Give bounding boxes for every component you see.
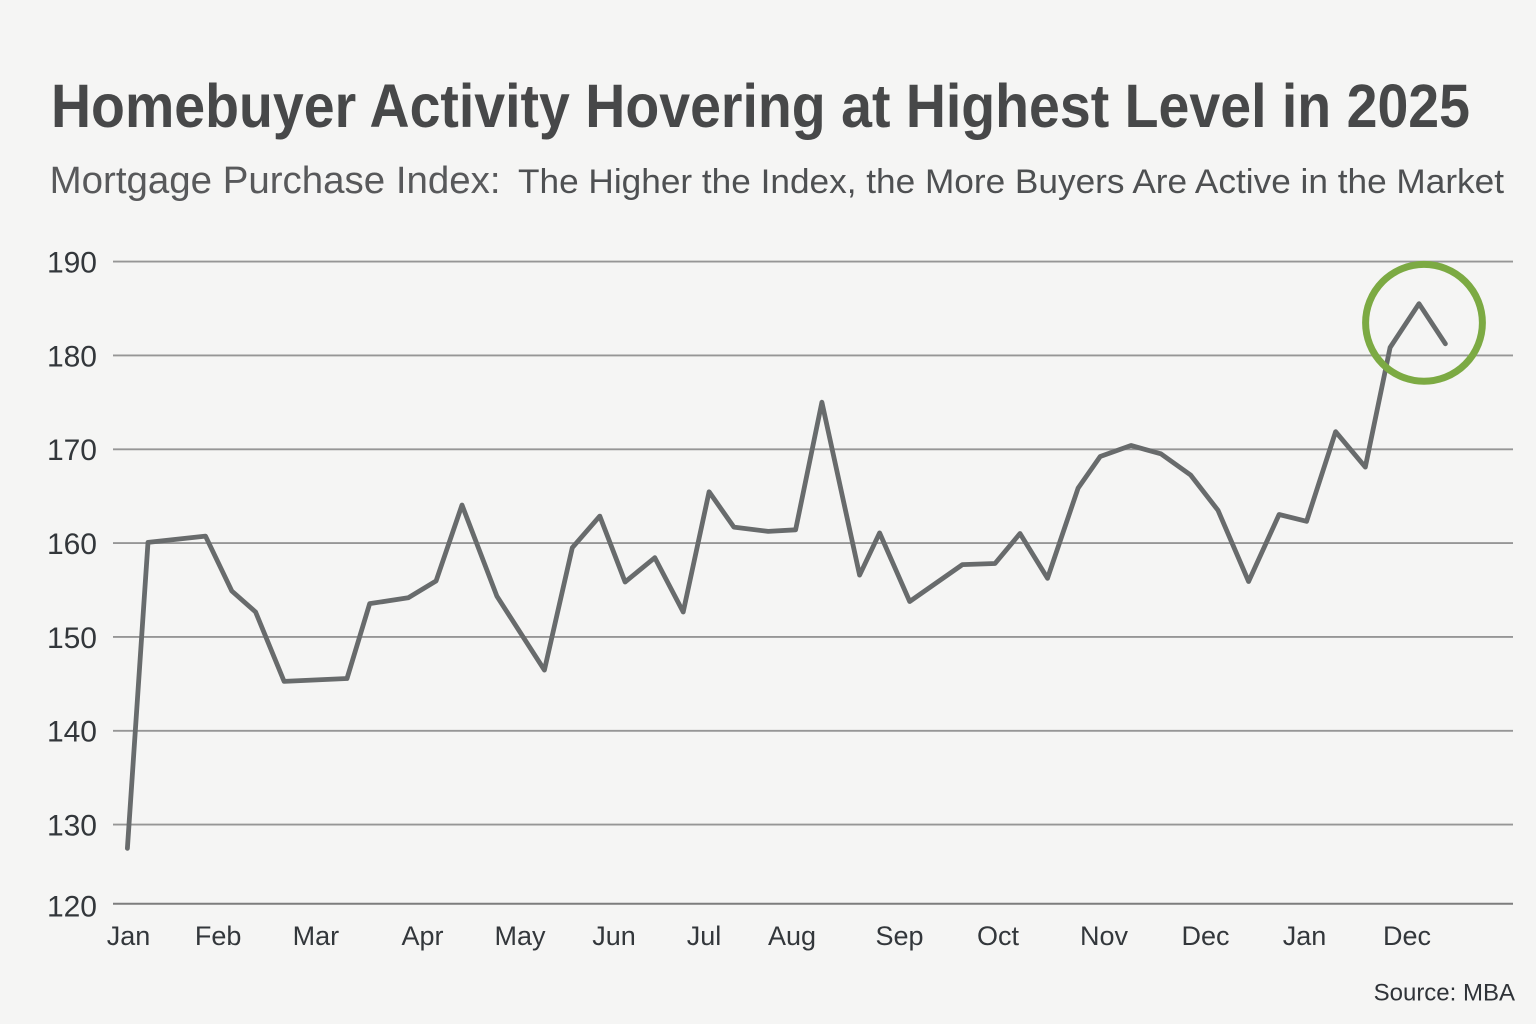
svg-text:150: 150 xyxy=(47,622,97,655)
svg-text:Mortgage Purchase Index:: Mortgage Purchase Index: xyxy=(50,160,501,202)
svg-text:120: 120 xyxy=(47,891,97,924)
svg-text:170: 170 xyxy=(47,434,97,467)
svg-text:Source: MBA: Source: MBA xyxy=(1374,980,1515,1007)
svg-text:May: May xyxy=(494,921,546,951)
svg-text:130: 130 xyxy=(47,810,97,843)
svg-text:Feb: Feb xyxy=(195,921,242,951)
svg-text:Nov: Nov xyxy=(1080,921,1129,951)
svg-text:160: 160 xyxy=(47,528,97,561)
svg-text:Aug: Aug xyxy=(768,921,816,951)
svg-text:Jan: Jan xyxy=(107,921,151,951)
svg-text:Sep: Sep xyxy=(875,921,923,951)
svg-text:Dec: Dec xyxy=(1181,921,1229,951)
svg-text:190: 190 xyxy=(47,247,97,280)
svg-text:Apr: Apr xyxy=(401,921,443,951)
svg-text:140: 140 xyxy=(47,716,97,749)
svg-text:The Higher the Index, the More: The Higher the Index, the More Buyers Ar… xyxy=(518,163,1505,201)
svg-text:Dec: Dec xyxy=(1383,921,1431,951)
svg-text:Jan: Jan xyxy=(1283,921,1327,951)
svg-text:Oct: Oct xyxy=(977,921,1020,951)
svg-text:Jul: Jul xyxy=(687,921,722,951)
svg-text:Mar: Mar xyxy=(293,921,340,951)
svg-text:180: 180 xyxy=(47,340,97,373)
svg-text:Jun: Jun xyxy=(592,921,636,951)
svg-text:Homebuyer Activity Hovering at: Homebuyer Activity Hovering at Highest L… xyxy=(51,72,1470,140)
